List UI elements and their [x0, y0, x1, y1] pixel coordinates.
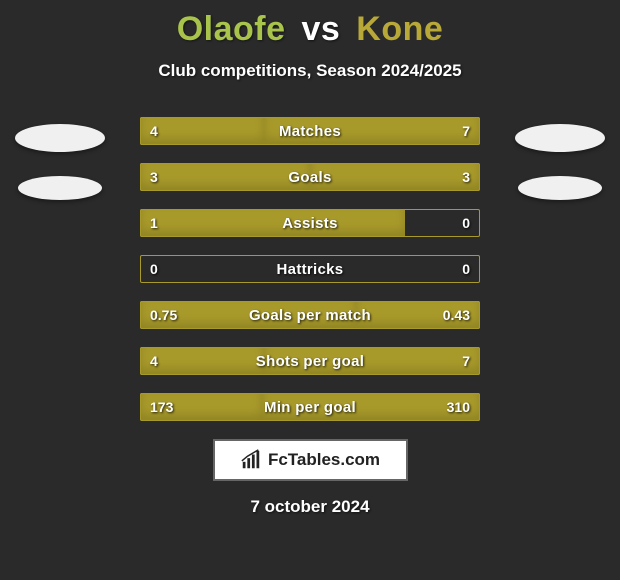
stat-value-left: 4 [140, 117, 168, 145]
stat-value-left: 4 [140, 347, 168, 375]
page-title: Olaofe vs Kone [0, 0, 620, 49]
stat-value-right: 0 [452, 209, 480, 237]
player1-avatar [10, 120, 110, 220]
stat-value-left: 0.75 [140, 301, 187, 329]
stat-row: Goals per match0.75 0.43 [140, 301, 480, 329]
stat-value-right: 0 [452, 255, 480, 283]
stat-value-right: 7 [452, 347, 480, 375]
stat-value-right: 0.43 [433, 301, 480, 329]
footer-date: 7 october 2024 [0, 497, 620, 517]
stat-label: Matches [140, 117, 480, 145]
stat-label: Assists [140, 209, 480, 237]
player2-avatar [510, 120, 610, 220]
avatar-shape [15, 124, 105, 152]
avatar-shape [518, 176, 602, 200]
stat-value-right: 3 [452, 163, 480, 191]
stat-row: Min per goal173 310 [140, 393, 480, 421]
player1-name: Olaofe [177, 10, 286, 48]
stat-value-left: 1 [140, 209, 168, 237]
stat-value-left: 173 [140, 393, 183, 421]
stats-bars: Matches47Goals33Assists10Hattricks00Goal… [140, 117, 480, 421]
stat-label: Min per goal [140, 393, 480, 421]
stat-row: Matches4 7 [140, 117, 480, 145]
stat-row: Assists1 0 [140, 209, 480, 237]
stat-label: Goals [140, 163, 480, 191]
player2-name: Kone [356, 10, 443, 48]
stat-row: Shots per goal4 7 [140, 347, 480, 375]
logo-text: FcTables.com [268, 450, 380, 470]
stat-value-right: 310 [437, 393, 480, 421]
stat-label: Shots per goal [140, 347, 480, 375]
logo-box: FcTables.com [213, 439, 408, 481]
subtitle: Club competitions, Season 2024/2025 [0, 61, 620, 81]
chart-icon [240, 449, 262, 471]
stat-label: Goals per match [140, 301, 480, 329]
avatar-shape [515, 124, 605, 152]
stat-row: Goals3 3 [140, 163, 480, 191]
stat-value-right: 7 [452, 117, 480, 145]
stat-row: Hattricks0 0 [140, 255, 480, 283]
stat-value-left: 3 [140, 163, 168, 191]
avatar-shape [18, 176, 102, 200]
stat-value-left: 0 [140, 255, 168, 283]
stat-label: Hattricks [140, 255, 480, 283]
vs-text: vs [301, 10, 340, 48]
